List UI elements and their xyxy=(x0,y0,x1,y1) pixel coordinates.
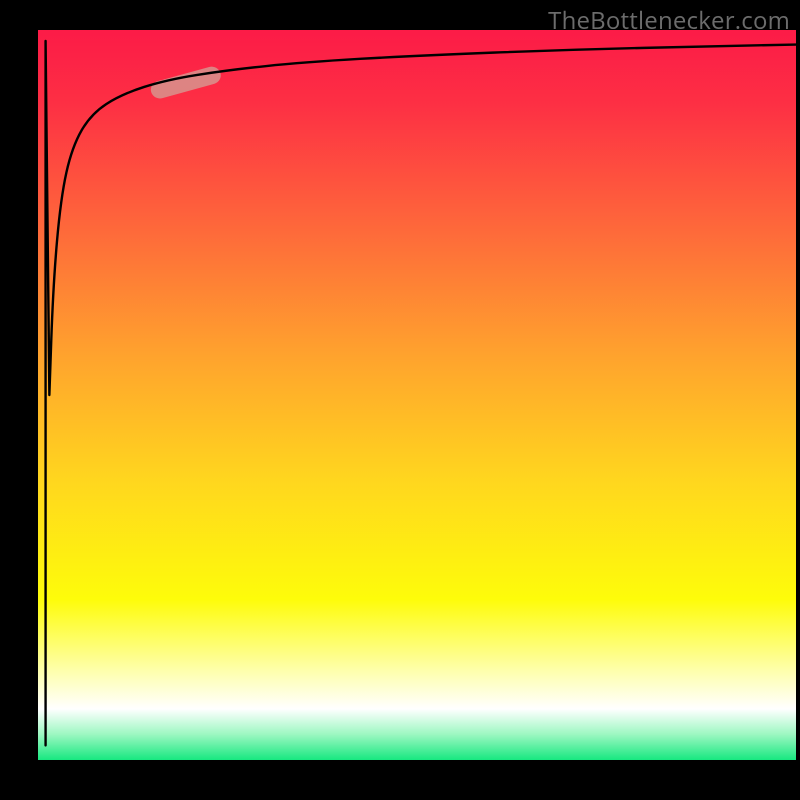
curve-layer xyxy=(38,30,796,760)
bottleneck-curve-path xyxy=(46,41,796,745)
plot-area xyxy=(38,30,796,760)
watermark-text: TheBottlenecker.com xyxy=(548,4,790,37)
bottleneck-chart-figure: TheBottlenecker.com xyxy=(0,0,800,800)
